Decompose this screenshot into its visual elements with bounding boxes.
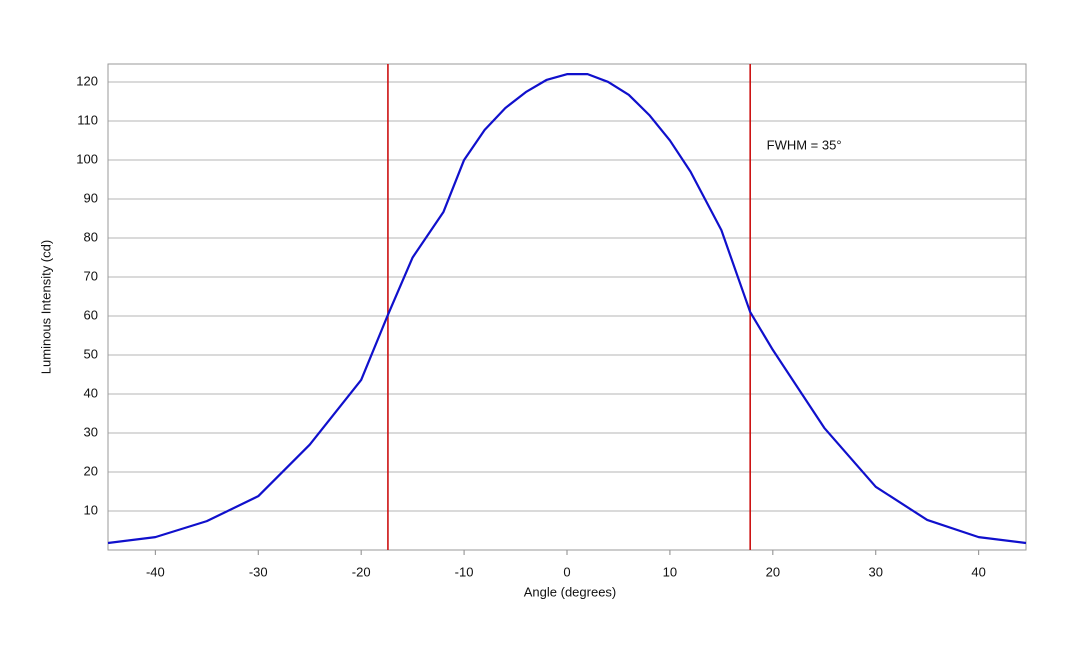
plot-frame — [107, 63, 1027, 551]
x-tick-label: 30 — [869, 564, 883, 579]
x-tick-label: -10 — [455, 564, 474, 579]
y-tick-label: 30 — [84, 424, 98, 439]
x-tick-label: 10 — [663, 564, 677, 579]
x-tick-label: -30 — [249, 564, 268, 579]
y-tick-label: 60 — [84, 307, 98, 322]
x-axis-title: Angle (degrees) — [524, 584, 617, 599]
y-axis-title: Luminous Intensity (cd) — [38, 240, 53, 374]
y-tick-label: 100 — [76, 151, 98, 166]
y-tick-label: 20 — [84, 463, 98, 478]
x-tick-label: 0 — [563, 564, 570, 579]
x-tick-label: -40 — [146, 564, 165, 579]
y-tick-label: 90 — [84, 190, 98, 205]
y-tick-label: 70 — [84, 268, 98, 283]
y-tick-label: 120 — [76, 73, 98, 88]
y-tick-label: 40 — [84, 385, 98, 400]
y-tick-label: 10 — [84, 502, 98, 517]
y-tick-label: 110 — [77, 112, 98, 127]
x-tick-label: -20 — [352, 564, 371, 579]
data-line — [107, 73, 1027, 545]
y-tick-label: 80 — [84, 229, 98, 244]
x-tick-label: 20 — [766, 564, 780, 579]
y-tick-label: 50 — [84, 346, 98, 361]
annotation: FWHM = 35° — [767, 138, 842, 153]
x-tick-label: 40 — [971, 564, 985, 579]
